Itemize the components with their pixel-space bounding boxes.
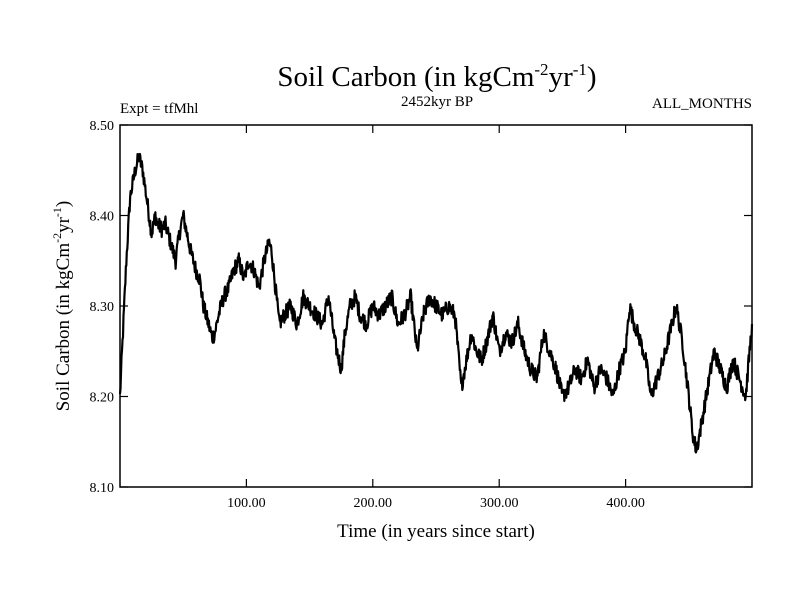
y-axis: 8.10 8.20 8.30 8.40 8.50	[90, 119, 752, 496]
x-tick-label: 100.00	[227, 496, 266, 511]
experiment-label: Expt = tfMhl	[120, 101, 198, 117]
chart-title: Soil Carbon (in kgCm-2yr-1)	[277, 60, 596, 93]
months-label: ALL_MONTHS	[652, 96, 752, 112]
y-tick-label: 8.20	[90, 391, 115, 406]
x-tick-label: 300.00	[480, 496, 519, 511]
y-tick-label: 8.50	[90, 119, 115, 134]
x-tick-label: 200.00	[354, 496, 393, 511]
period-label: 2452kyr BP	[401, 94, 473, 110]
x-axis: 100.00 200.00 300.00 400.00	[227, 125, 645, 511]
y-tick-label: 8.30	[90, 300, 115, 315]
y-axis-label: Soil Carbon (in kgCm-2yr-1)	[50, 201, 74, 412]
data-series-line	[118, 152, 754, 454]
y-tick-label: 8.40	[90, 210, 115, 225]
plot-frame	[119, 124, 753, 488]
x-axis-label: Time (in years since start)	[337, 521, 535, 542]
x-tick-label: 400.00	[606, 496, 645, 511]
y-tick-label: 8.10	[90, 481, 115, 496]
